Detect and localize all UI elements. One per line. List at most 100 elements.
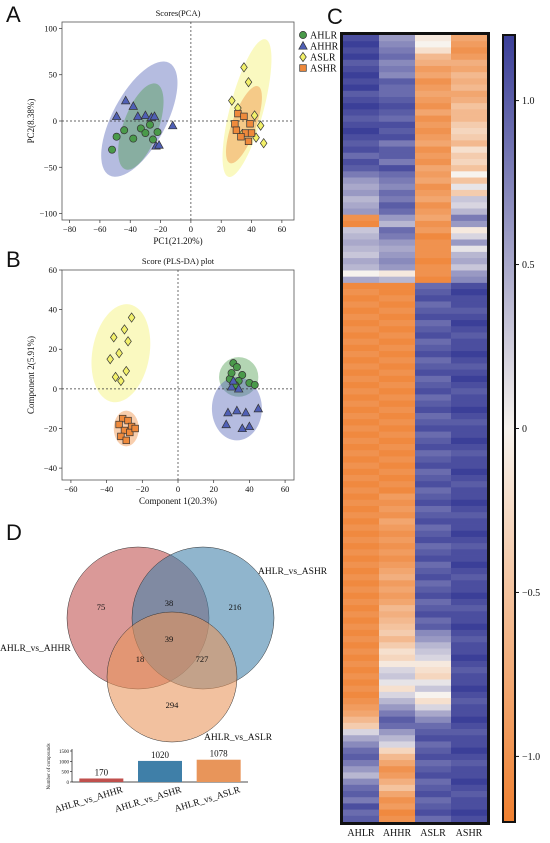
x-tick-label: 40 [247,224,256,234]
venn-region-count: 38 [165,598,174,608]
heatmap-cell [343,598,380,606]
heatmap-cell [379,84,416,92]
bar-value-label: 1078 [210,749,229,759]
heatmap-cell [451,47,488,54]
heatmap-cell [451,623,488,631]
heatmap-cell [379,654,416,662]
bar-y-tick-label: 500 [62,771,70,776]
heatmap-cell [379,338,416,346]
venn-region-count: 727 [196,654,209,664]
heatmap-cell [451,667,488,674]
heatmap-cell [415,96,452,104]
heatmap-cell [415,338,452,346]
heatmap-cell [415,47,452,54]
heatmap-cell [415,704,452,711]
point-ahhr [241,407,251,417]
heatmap-cell [415,487,452,494]
heatmap-cell [379,146,416,154]
point-ahhr [120,95,131,105]
heatmap-cell [343,313,380,321]
heatmap-cell [379,158,416,166]
heatmap-cell [415,227,452,234]
heatmap-cell [451,406,488,414]
heatmap-cell [415,623,452,631]
x-tick-label: 20 [217,224,226,234]
heatmap-cell [343,679,380,687]
heatmap-cell [343,78,380,85]
heatmap-cell [343,289,380,296]
heatmap-colorbar: 1.0 0.5 0 −0.5 −1.0 [502,34,540,823]
point-ashr [122,436,130,445]
heatmap-cell [379,369,416,377]
heatmap-cell [379,722,416,730]
heatmap-cell [451,121,488,129]
heatmap-cell [451,270,488,278]
heatmap-cell [343,295,380,302]
heatmap-cell [451,115,488,123]
heatmap-cell [343,549,380,556]
heatmap-cell [379,375,416,383]
heatmap-cell [451,189,488,197]
heatmap-cell [451,103,488,110]
heatmap-cell [343,722,380,730]
heatmap-cell [343,766,380,773]
heatmap-cell [451,741,488,749]
heatmap-cell [379,698,416,705]
heatmap-cell [343,363,380,371]
plsda-plot: −60 −40 −20 0 20 40 60 −40 −20 0 20 40 60 Score (PLS-… [26,256,295,506]
heatmap-cell [415,103,452,110]
point-ahlr [232,363,241,372]
venn-diagram: AHLR_vs_AHHR AHLR_vs_ASHR AHLR_vs_ASLR 75 21… [0,546,328,743]
heatmap-cell [343,127,380,135]
heatmap-cell [343,357,380,364]
heatmap-cell [415,400,452,408]
point-ahhr [223,407,233,417]
heatmap-cell [451,413,488,420]
heatmap-cell [415,505,452,513]
heatmap-cell [451,289,488,296]
heatmap-cell [343,41,380,48]
heatmap-cell [451,555,488,563]
heatmap-cell [415,276,452,284]
heatmap-cell [343,140,380,147]
heatmap-cell [451,648,488,656]
heatmap-cell [343,512,380,519]
heatmap-cell [343,629,380,637]
heatmap-cell [379,295,416,302]
heatmap-cell [451,487,488,494]
heatmap-cell [415,394,452,402]
heatmap-cell [379,258,416,265]
heatmap-cell [451,84,488,92]
point-aslr [110,332,118,343]
heatmap-cell [415,189,452,197]
heatmap-cell [343,772,380,780]
heatmap-cell [415,772,452,780]
point-aslr [120,324,129,335]
heatmap-cell [343,481,380,488]
venn-region-count: 75 [97,602,106,612]
heatmap-cell [343,685,380,693]
heatmap-cell [451,505,488,513]
heatmap-cell [451,326,488,333]
heatmap-cell [379,716,416,724]
heatmap-cell [415,784,452,792]
point-ashr [115,420,123,429]
heatmap-cell [451,214,488,222]
heatmap-cell [379,679,416,687]
heatmap-cell [415,450,452,457]
heatmap-cell [451,636,488,643]
point-ahhr [228,375,239,385]
heatmap-column-label: AHHR [383,828,412,839]
bar-value-label: 1020 [151,750,170,760]
heatmap-cell [379,487,416,494]
heatmap-cell [379,648,416,656]
point-ahlr [145,120,154,129]
heatmap-cell [343,388,380,395]
heatmap-cell [451,59,488,67]
heatmap-cell [343,282,380,290]
heatmap-cell [451,456,488,463]
heatmap-cell [415,351,452,358]
heatmap-cell [379,109,416,116]
heatmap-cell [379,425,416,432]
heatmap-cell [343,536,380,544]
